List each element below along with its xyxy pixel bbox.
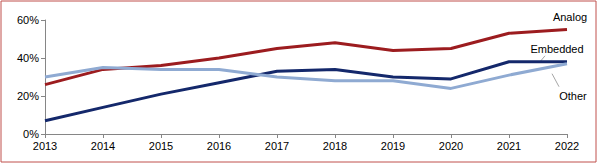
svg-text:2021: 2021 xyxy=(497,140,521,152)
svg-text:Other: Other xyxy=(559,90,587,102)
svg-text:40%: 40% xyxy=(17,52,39,64)
svg-text:0%: 0% xyxy=(23,128,39,140)
svg-text:2020: 2020 xyxy=(439,140,463,152)
svg-text:2018: 2018 xyxy=(323,140,347,152)
svg-text:2015: 2015 xyxy=(149,140,173,152)
svg-text:2014: 2014 xyxy=(91,140,115,152)
svg-text:Embedded: Embedded xyxy=(530,43,583,55)
svg-text:60%: 60% xyxy=(17,14,39,26)
svg-text:2013: 2013 xyxy=(33,140,57,152)
svg-text:2017: 2017 xyxy=(265,140,289,152)
svg-text:2022: 2022 xyxy=(555,140,579,152)
svg-text:Analog: Analog xyxy=(553,11,587,23)
svg-text:20%: 20% xyxy=(17,90,39,102)
svg-text:2016: 2016 xyxy=(207,140,231,152)
svg-text:2019: 2019 xyxy=(381,140,405,152)
